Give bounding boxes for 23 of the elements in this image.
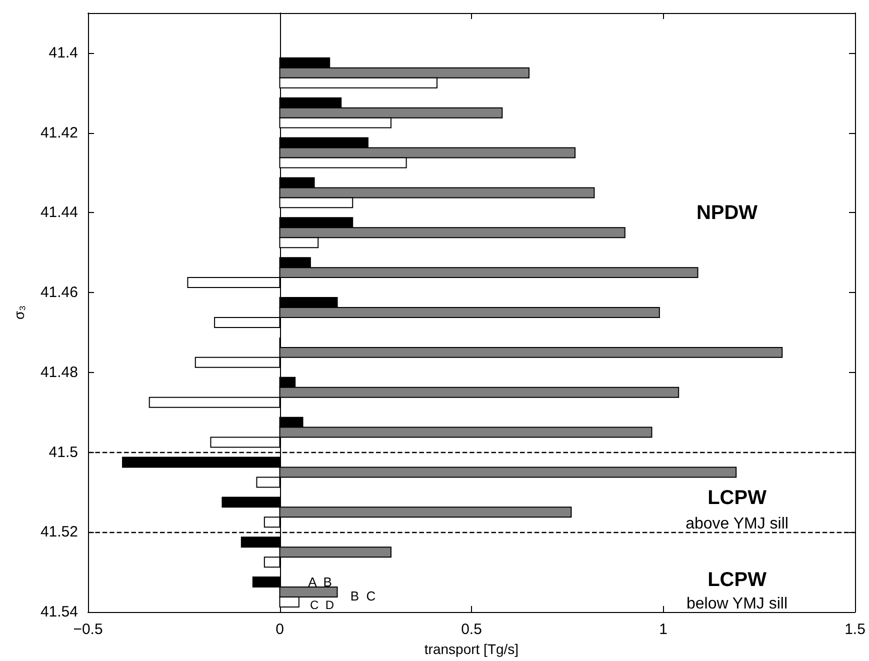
y-tick-label: 41.52: [40, 524, 78, 541]
y-tick-label: 41.44: [40, 204, 78, 222]
y-tick-label: 41.5: [48, 444, 78, 461]
y-axis-title: σ₃: [11, 305, 27, 320]
annotation: A B: [308, 574, 332, 590]
y-tick-label: 41.54: [40, 604, 78, 620]
x-tick-label: −0.5: [73, 621, 103, 638]
x-tick-label: 1.5: [844, 621, 866, 638]
annotation: above YMJ sill: [686, 516, 788, 532]
y-tick-label: 41.42: [40, 124, 78, 142]
annotation: NPDW: [696, 202, 758, 224]
annotation: B C: [350, 588, 376, 604]
annotation: LCPW: [708, 487, 767, 509]
x-tick-label: 1: [659, 621, 668, 638]
x-tick-label: 0.5: [461, 621, 482, 638]
y-tick-label: 41.48: [40, 364, 78, 381]
x-tick-label: 0: [276, 621, 284, 638]
y-tick-label: 41.46: [40, 284, 78, 302]
y-tick-label: 41.4: [48, 44, 78, 62]
annotation: below YMJ sill: [686, 596, 788, 612]
annotation: LCPW: [708, 569, 767, 591]
annotation: C D: [310, 598, 334, 612]
x-axis-title: transport [Tg/s]: [424, 641, 519, 657]
